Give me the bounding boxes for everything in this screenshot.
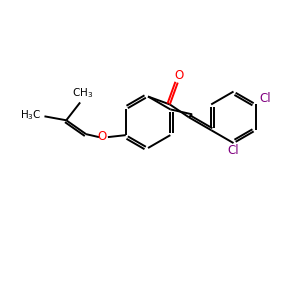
Text: Cl: Cl xyxy=(260,92,271,106)
Text: Cl: Cl xyxy=(228,145,239,158)
Text: O: O xyxy=(97,130,106,142)
Text: CH$_3$: CH$_3$ xyxy=(71,87,93,100)
Text: H$_3$C: H$_3$C xyxy=(20,108,41,122)
Text: O: O xyxy=(174,69,183,82)
